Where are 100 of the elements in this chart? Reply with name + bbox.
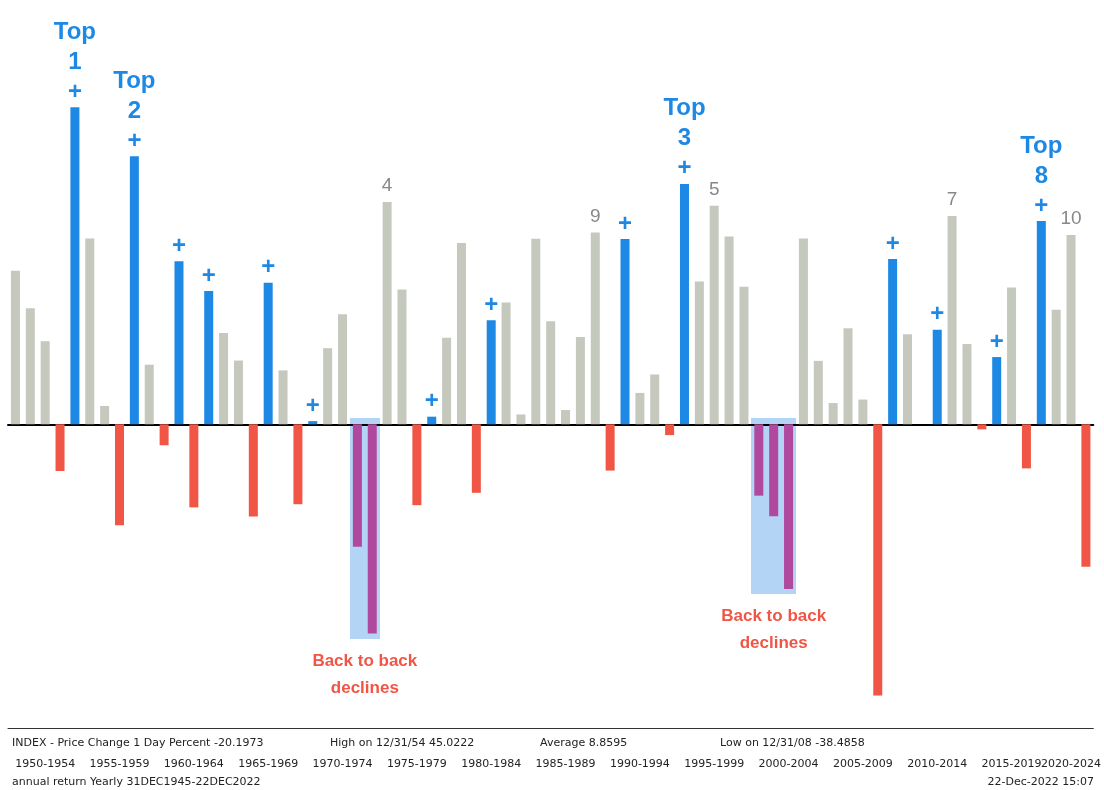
x-tick-label: 2020-2024	[1041, 757, 1102, 770]
text: Average 8.8595	[540, 735, 628, 749]
annotation: +	[261, 252, 276, 280]
annotation: Top 2 +	[113, 65, 156, 153]
annotation: 4	[381, 174, 393, 196]
bar	[784, 424, 794, 589]
text: annual return Yearly 31DEC1945-22DEC2022	[12, 774, 261, 788]
bar	[769, 424, 779, 517]
annotation: +	[484, 289, 499, 317]
bar	[10, 270, 20, 425]
x-tick-label: 1980-1984	[461, 757, 522, 770]
bar	[665, 424, 675, 436]
bar	[263, 282, 273, 425]
bar	[55, 424, 65, 471]
bar	[85, 238, 95, 425]
bar	[1021, 424, 1031, 469]
x-tick-label: 2015-2019	[981, 757, 1042, 770]
bar	[70, 107, 80, 425]
bar	[159, 424, 169, 446]
bar	[471, 424, 481, 493]
annotation: +	[424, 386, 439, 414]
bar	[501, 302, 511, 425]
annotation: +	[989, 326, 1004, 354]
bar	[204, 291, 214, 425]
annotation: 7	[946, 188, 958, 210]
bar	[516, 414, 526, 425]
bar	[1036, 221, 1046, 425]
annotation: Top 1 +	[53, 16, 97, 104]
bar	[189, 424, 199, 508]
bar	[248, 424, 258, 517]
bar	[962, 344, 972, 425]
bar	[977, 424, 987, 430]
bar	[144, 364, 154, 425]
bar	[798, 238, 808, 425]
bar	[486, 320, 496, 425]
bar	[932, 329, 942, 425]
bar	[709, 205, 719, 425]
bar	[427, 416, 437, 425]
x-tick-label: 2000-2004	[758, 757, 819, 770]
text: 22-Dec-2022 15:07	[987, 774, 1094, 788]
bar	[129, 156, 139, 425]
x-tick-label: 1995-1999	[684, 757, 745, 770]
bar	[397, 289, 407, 425]
annotation: +	[171, 230, 186, 258]
annotation: +	[201, 260, 216, 288]
x-tick-label: 1985-1989	[535, 757, 596, 770]
x-tick-label: 1950-1954	[15, 757, 76, 770]
bar	[754, 424, 764, 496]
x-tick-label: 1990-1994	[609, 757, 670, 770]
bar	[338, 314, 348, 425]
bar	[442, 337, 452, 425]
bar	[531, 238, 541, 425]
annotation: Back to back declines	[721, 605, 827, 652]
bar	[739, 286, 749, 425]
bar	[947, 215, 957, 425]
bar	[679, 183, 689, 425]
bar	[561, 410, 571, 425]
bar	[1007, 287, 1017, 425]
bar	[456, 242, 466, 425]
annotation: 9	[589, 204, 601, 226]
bar	[828, 403, 838, 425]
bar	[233, 360, 243, 425]
annotation: +	[305, 390, 320, 418]
annotation: +	[618, 208, 633, 236]
bar	[1051, 309, 1061, 425]
bar	[174, 261, 184, 425]
bar	[843, 328, 853, 425]
bar	[278, 370, 288, 425]
bar	[1081, 424, 1091, 567]
bar	[694, 281, 704, 425]
bar	[575, 337, 585, 425]
bar	[858, 399, 868, 425]
bar	[352, 424, 362, 547]
x-tick-label: 2010-2014	[907, 757, 968, 770]
annotation: +	[885, 228, 900, 256]
x-tick-label: 1955-1959	[89, 757, 150, 770]
text: INDEX - Price Change 1 Day Percent -20.1973	[12, 735, 264, 749]
bar	[590, 232, 600, 425]
annotation: 5	[708, 178, 720, 200]
bar	[650, 374, 660, 425]
text: Low on 12/31/08 -38.4858	[720, 735, 865, 749]
bar	[323, 348, 333, 425]
text: High on 12/31/54 45.0222	[330, 735, 475, 749]
bar	[888, 259, 898, 425]
bar	[100, 405, 110, 425]
annotation: Top 8 +	[1020, 130, 1063, 218]
bar	[25, 308, 35, 425]
bar	[412, 424, 422, 506]
x-tick-label: 2005-2009	[832, 757, 893, 770]
annotation: Back to back declines	[312, 650, 418, 697]
bar	[605, 424, 615, 471]
annotation: Top 3 +	[663, 93, 706, 181]
bar	[382, 201, 392, 425]
bar	[620, 239, 630, 425]
bar	[635, 392, 645, 425]
bar	[293, 424, 303, 505]
bar	[902, 334, 912, 425]
bar	[546, 321, 556, 425]
bar	[813, 360, 823, 425]
x-tick-label: 1970-1974	[312, 757, 373, 770]
